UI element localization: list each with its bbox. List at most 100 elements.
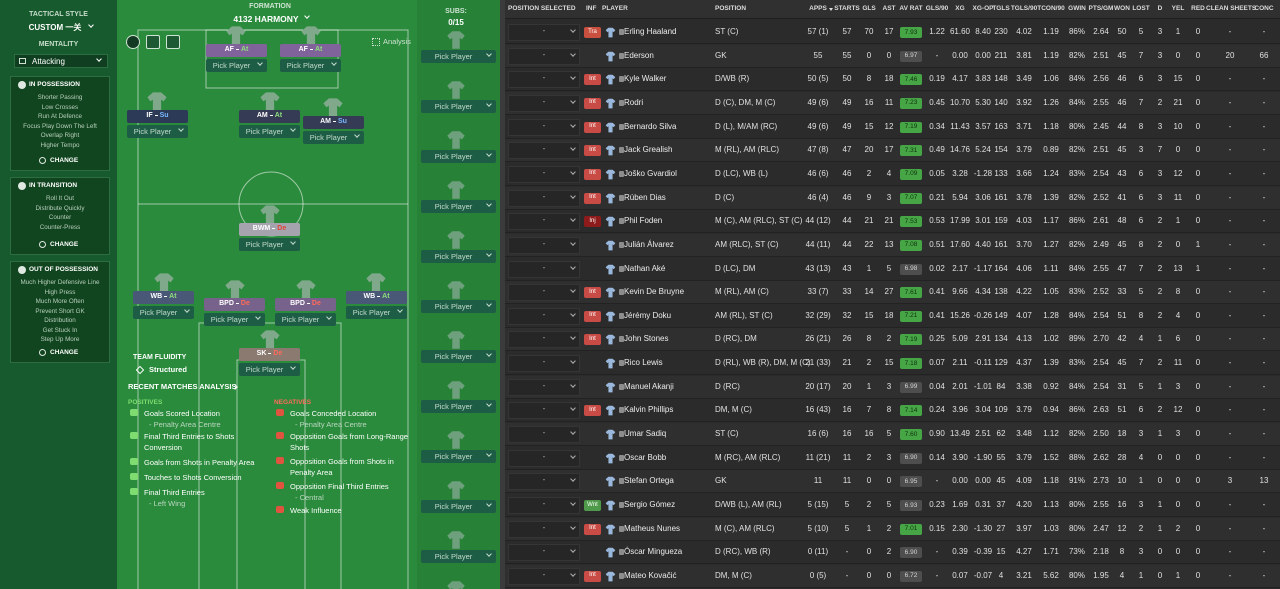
player-row[interactable]: - Rico Lewis D (RL), WB (R), DM, M (C) 21 (… [505, 352, 1280, 376]
player-name[interactable]: Jérémy Doku [624, 310, 672, 320]
player-name[interactable]: Rúben Dias [624, 192, 666, 202]
position-select[interactable] [508, 473, 580, 491]
mentality-dropdown[interactable]: Attacking [14, 54, 108, 68]
pick-player-button[interactable]: Pick Player [133, 306, 194, 319]
role-tag[interactable]: BPD De [204, 298, 265, 311]
player-name[interactable]: Phil Foden [624, 216, 663, 226]
position-select[interactable] [508, 236, 580, 254]
position-select[interactable] [508, 118, 580, 136]
position-select[interactable] [508, 189, 580, 207]
player-row[interactable]: - Int Joško Gvardiol D (LC), WB (L) 46 (6) 46… [505, 162, 1280, 186]
pick-player-button[interactable]: Pick Player [421, 350, 496, 363]
position-select[interactable] [508, 449, 580, 467]
player-name[interactable]: Mateo Kovačić [624, 570, 677, 580]
player-name[interactable]: Nathan Aké [624, 263, 666, 273]
player-name[interactable]: Jack Grealish [624, 145, 673, 155]
role-tag[interactable]: BPD De [275, 298, 336, 311]
column-header[interactable]: INF [586, 5, 597, 12]
change-button[interactable]: CHANGE [50, 157, 79, 164]
column-header[interactable]: XG [955, 5, 965, 12]
player-name[interactable]: Kalvin Phillips [624, 405, 674, 415]
player-row[interactable]: - Int Kalvin Phillips DM, M (C) 16 (43) 16 7 8 7… [505, 399, 1280, 423]
analysis-title[interactable]: RECENT MATCHES ANALYSIS [128, 382, 237, 391]
pick-player-button[interactable]: Pick Player [346, 306, 407, 319]
player-row[interactable]: - Int Bernardo Silva D (L), M/AM (RC) 49 (6)… [505, 115, 1280, 139]
player-name[interactable]: Kevin De Bruyne [624, 287, 685, 297]
player-row[interactable]: - Umar Sadiq ST (C) 16 (6) 16 16 5 7.60 0.90 13.4… [505, 423, 1280, 447]
pick-player-button[interactable]: Pick Player [421, 450, 496, 463]
player-row[interactable]: - Int Jack Grealish M (RL), AM (RLC) 47 (8) 4… [505, 139, 1280, 163]
player-name[interactable]: Julián Álvarez [624, 239, 674, 249]
player-row[interactable]: - Inj Phil Foden M (C), AM (RLC), ST (C) 44 … [505, 210, 1280, 234]
role-tag[interactable]: BWM De [239, 223, 300, 236]
pick-player-button[interactable]: Pick Player [421, 250, 496, 263]
player-row[interactable]: - Int Mateo Kovačić DM, M (C) 0 (5) -0 0 6.72-0… [505, 564, 1280, 588]
pick-player-button[interactable]: Pick Player [204, 313, 265, 326]
position-select[interactable] [508, 284, 580, 302]
pick-player-button[interactable]: Pick Player [421, 100, 496, 113]
column-header[interactable]: PLAYER [602, 5, 628, 12]
role-tag[interactable]: WB At [346, 291, 407, 304]
pick-player-button[interactable]: Pick Player [275, 313, 336, 326]
column-header[interactable]: TCON/90 [1037, 5, 1065, 12]
column-header[interactable]: GLS/90 [925, 5, 949, 12]
player-row[interactable]: - Int Matheus Nunes M (C), AM (RLC) 5 (10) 5 1… [505, 517, 1280, 541]
position-select[interactable] [508, 165, 580, 183]
role-tag[interactable]: AF At [280, 44, 341, 57]
player-row[interactable]: - Óscar Mingueza D (RC), WB (R) 0 (11) - 0 2 6.… [505, 541, 1280, 565]
role-tag[interactable]: AM Su [303, 116, 364, 129]
player-name[interactable]: Matheus Nunes [624, 523, 681, 533]
pick-player-button[interactable]: Pick Player [303, 131, 364, 144]
player-row[interactable]: - Ederson GK 55 55 0 0 6.97-0.00 0.00 211 3.81 1.19… [505, 44, 1280, 68]
position-select[interactable] [508, 213, 580, 231]
position-select[interactable] [508, 567, 580, 585]
player-name[interactable]: Erling Haaland [624, 27, 677, 36]
player-row[interactable]: - Nathan Aké D (LC), DM 43 (13) 43 1 5 6.98 0.02… [505, 257, 1280, 281]
player-name[interactable]: Ederson [624, 50, 654, 60]
role-tag[interactable]: WB At [133, 291, 194, 304]
pick-player-button[interactable]: Pick Player [127, 125, 188, 138]
column-header[interactable]: CONC [1254, 5, 1274, 12]
pick-player-button[interactable]: Pick Player [239, 125, 300, 138]
player-row[interactable]: - Int John Stones D (RC), DM 26 (21) 26 8 2 7.19… [505, 328, 1280, 352]
column-header[interactable]: GLS [862, 5, 876, 12]
column-header[interactable]: RED [1191, 5, 1205, 12]
view-toggle[interactable] [146, 35, 160, 49]
column-header[interactable]: D [1157, 5, 1163, 12]
view-toggle[interactable] [126, 35, 140, 49]
player-name[interactable]: Kyle Walker [624, 74, 667, 84]
player-name[interactable]: Óscar Mingueza [624, 547, 683, 557]
column-header[interactable]: PTS/GM [1088, 5, 1114, 12]
player-row[interactable]: - Manuel Akanji D (RC) 20 (17) 20 1 3 6.99 0.04 2… [505, 375, 1280, 399]
player-name[interactable]: Bernardo Silva [624, 121, 677, 131]
position-select[interactable] [508, 426, 580, 444]
column-header[interactable]: TGLS [992, 5, 1010, 12]
position-select[interactable] [508, 142, 580, 160]
player-name[interactable]: Stefan Ortega [624, 476, 674, 486]
player-row[interactable]: - Int Kyle Walker D/WB (R) 50 (5) 50 8 18 7.46 0.… [505, 68, 1280, 92]
player-name[interactable]: John Stones [624, 334, 669, 344]
role-tag[interactable]: SK De [239, 348, 300, 361]
player-name[interactable]: Rodri [624, 97, 644, 107]
column-header[interactable]: GWIN [1068, 5, 1086, 12]
player-name[interactable]: Joško Gvardiol [624, 168, 677, 178]
pick-player-button[interactable]: Pick Player [280, 59, 341, 72]
column-header[interactable]: WON [1114, 5, 1130, 12]
player-row[interactable]: - Int Jérémy Doku AM (RL), ST (C) 32 (29) 32 1… [505, 304, 1280, 328]
position-select[interactable] [508, 307, 580, 325]
position-select[interactable] [508, 47, 580, 65]
position-select[interactable] [508, 260, 580, 278]
column-header[interactable]: LOST [1132, 5, 1150, 12]
formation-name[interactable]: 4132 HARMONY [233, 14, 299, 24]
player-name[interactable]: Oscar Bobb [624, 452, 667, 462]
position-select[interactable] [508, 402, 580, 420]
change-button[interactable]: CHANGE [50, 349, 79, 356]
tactical-style[interactable]: CUSTOM 一关 [28, 23, 82, 32]
column-header[interactable]: CLEAN SHEETS [1206, 5, 1257, 12]
position-select[interactable] [508, 544, 580, 562]
player-row[interactable]: - Int Rodri D (C), DM, M (C) 49 (6) 49 16 11 7.2… [505, 91, 1280, 115]
position-select[interactable] [508, 331, 580, 349]
position-select[interactable] [508, 94, 580, 112]
player-row[interactable]: - Int Kevin De Bruyne M (RL), AM (C) 33 (7) 3… [505, 281, 1280, 305]
pick-player-button[interactable]: Pick Player [421, 200, 496, 213]
